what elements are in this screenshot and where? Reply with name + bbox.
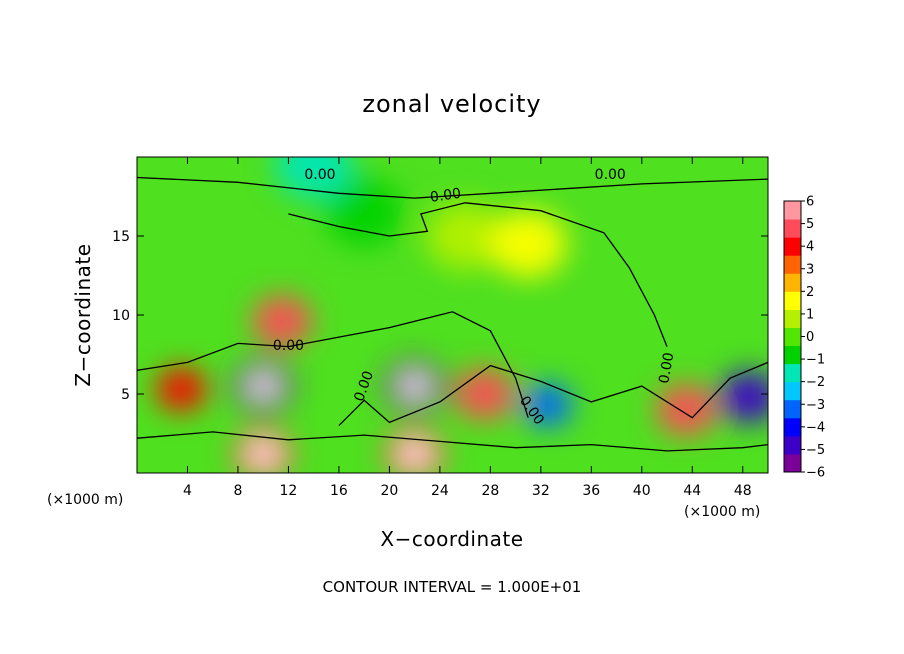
colorbar-tick-label: 1: [806, 307, 814, 322]
x-tick-label: 44: [683, 483, 701, 499]
contour-line: [338, 361, 768, 427]
colorbar-swatch: [784, 435, 801, 455]
colorbar-swatch: [784, 309, 801, 328]
field-anomaly: [454, 368, 514, 420]
x-tick-label: 36: [582, 483, 600, 499]
x-tick-label: 32: [532, 483, 550, 499]
contour-line: [137, 311, 529, 418]
x-tick-label: 20: [380, 483, 398, 499]
colorbar-swatch: [784, 327, 801, 347]
colorbar-swatch: [784, 363, 801, 383]
contour-line: [288, 202, 668, 347]
x-tick-label: 4: [183, 483, 192, 499]
x-tick-label: 28: [481, 483, 499, 499]
field-anomaly: [489, 209, 568, 278]
x-tick-label: 12: [280, 483, 298, 499]
x-unit-label-left: (×1000 m): [47, 492, 123, 508]
x-unit-label-right: (×1000 m): [684, 504, 760, 520]
contour-label: 0.00: [304, 167, 335, 183]
field-anomaly: [155, 367, 207, 412]
colorbar-swatch: [784, 273, 801, 292]
colorbar-tick-label: 2: [806, 285, 814, 300]
x-tick-label: 16: [330, 483, 348, 499]
colorbar: 6 5 4 3 2 1 0 −1 −2 −3 −4 −5 −6: [783, 195, 825, 481]
x-tick-label: 8: [233, 483, 242, 499]
colorbar-swatch: [784, 417, 801, 437]
field-anomaly: [325, 178, 404, 247]
colorbar-tick-label: −4: [806, 420, 825, 435]
colorbar-swatch: [784, 453, 801, 473]
field-anomaly: [521, 383, 573, 428]
colorbar-swatch: [784, 201, 801, 220]
colorbar-swatch: [784, 345, 801, 365]
field-core: [248, 374, 278, 398]
contour-label: 0.00: [273, 338, 304, 354]
colorbar-tick-label: −2: [806, 375, 825, 390]
zero-contours: [137, 176, 768, 452]
contour-label: 0.00: [656, 351, 677, 384]
x-axis-ticks: 4 8 12 16 20 24 28 32 36 40 44 48: [183, 157, 752, 499]
colorbar-swatch: [784, 237, 801, 256]
colorbar-tick-label: 5: [806, 217, 814, 232]
colorbar-swatch: [784, 291, 801, 310]
contour-label: 0.00: [429, 186, 462, 206]
colorbar-tick-label: 6: [806, 195, 814, 210]
field-anomaly: [656, 383, 716, 436]
colorbar-tick-label: 4: [806, 240, 814, 255]
colorbar-swatch: [784, 381, 801, 401]
colorbar-tick-label: −6: [806, 466, 825, 481]
colorbar-tick-label: −1: [806, 353, 825, 368]
field-core: [400, 442, 429, 466]
colorbar-swatch: [784, 255, 801, 274]
colorbar-tick-label: 3: [806, 262, 814, 277]
field-core: [248, 442, 278, 466]
chart-title: zonal velocity: [362, 90, 541, 118]
plot-area: [137, 157, 768, 473]
y-tick-label: 10: [112, 308, 130, 324]
x-tick-label: 40: [633, 483, 651, 499]
field-core: [400, 374, 429, 398]
y-tick-label: 5: [121, 387, 130, 403]
x-tick-label: 24: [431, 483, 449, 499]
field-anomaly: [252, 295, 313, 348]
colorbar-swatch: [784, 399, 801, 419]
x-tick-label: 48: [734, 483, 752, 499]
colorbar-tick-label: 0: [806, 330, 814, 345]
field-anomaly: [719, 371, 768, 424]
contour-line: [137, 431, 768, 452]
contour-interval-note: CONTOUR INTERVAL = 1.000E+01: [323, 578, 582, 596]
field-anomaly: [274, 157, 353, 199]
velocity-field: [155, 157, 768, 473]
colorbar-tick-label: −3: [806, 398, 825, 413]
field-anomaly: [426, 202, 505, 270]
contour-label: 0.00: [595, 167, 626, 183]
colorbar-tick-label: −5: [806, 443, 825, 458]
contour-line: [137, 176, 768, 199]
y-axis-label: Z−coordinate: [71, 243, 95, 386]
y-tick-label: 15: [112, 229, 130, 245]
x-axis-label: X−coordinate: [380, 527, 523, 551]
y-axis-ticks: 5 10 15: [112, 229, 768, 403]
colorbar-swatch: [784, 219, 801, 238]
